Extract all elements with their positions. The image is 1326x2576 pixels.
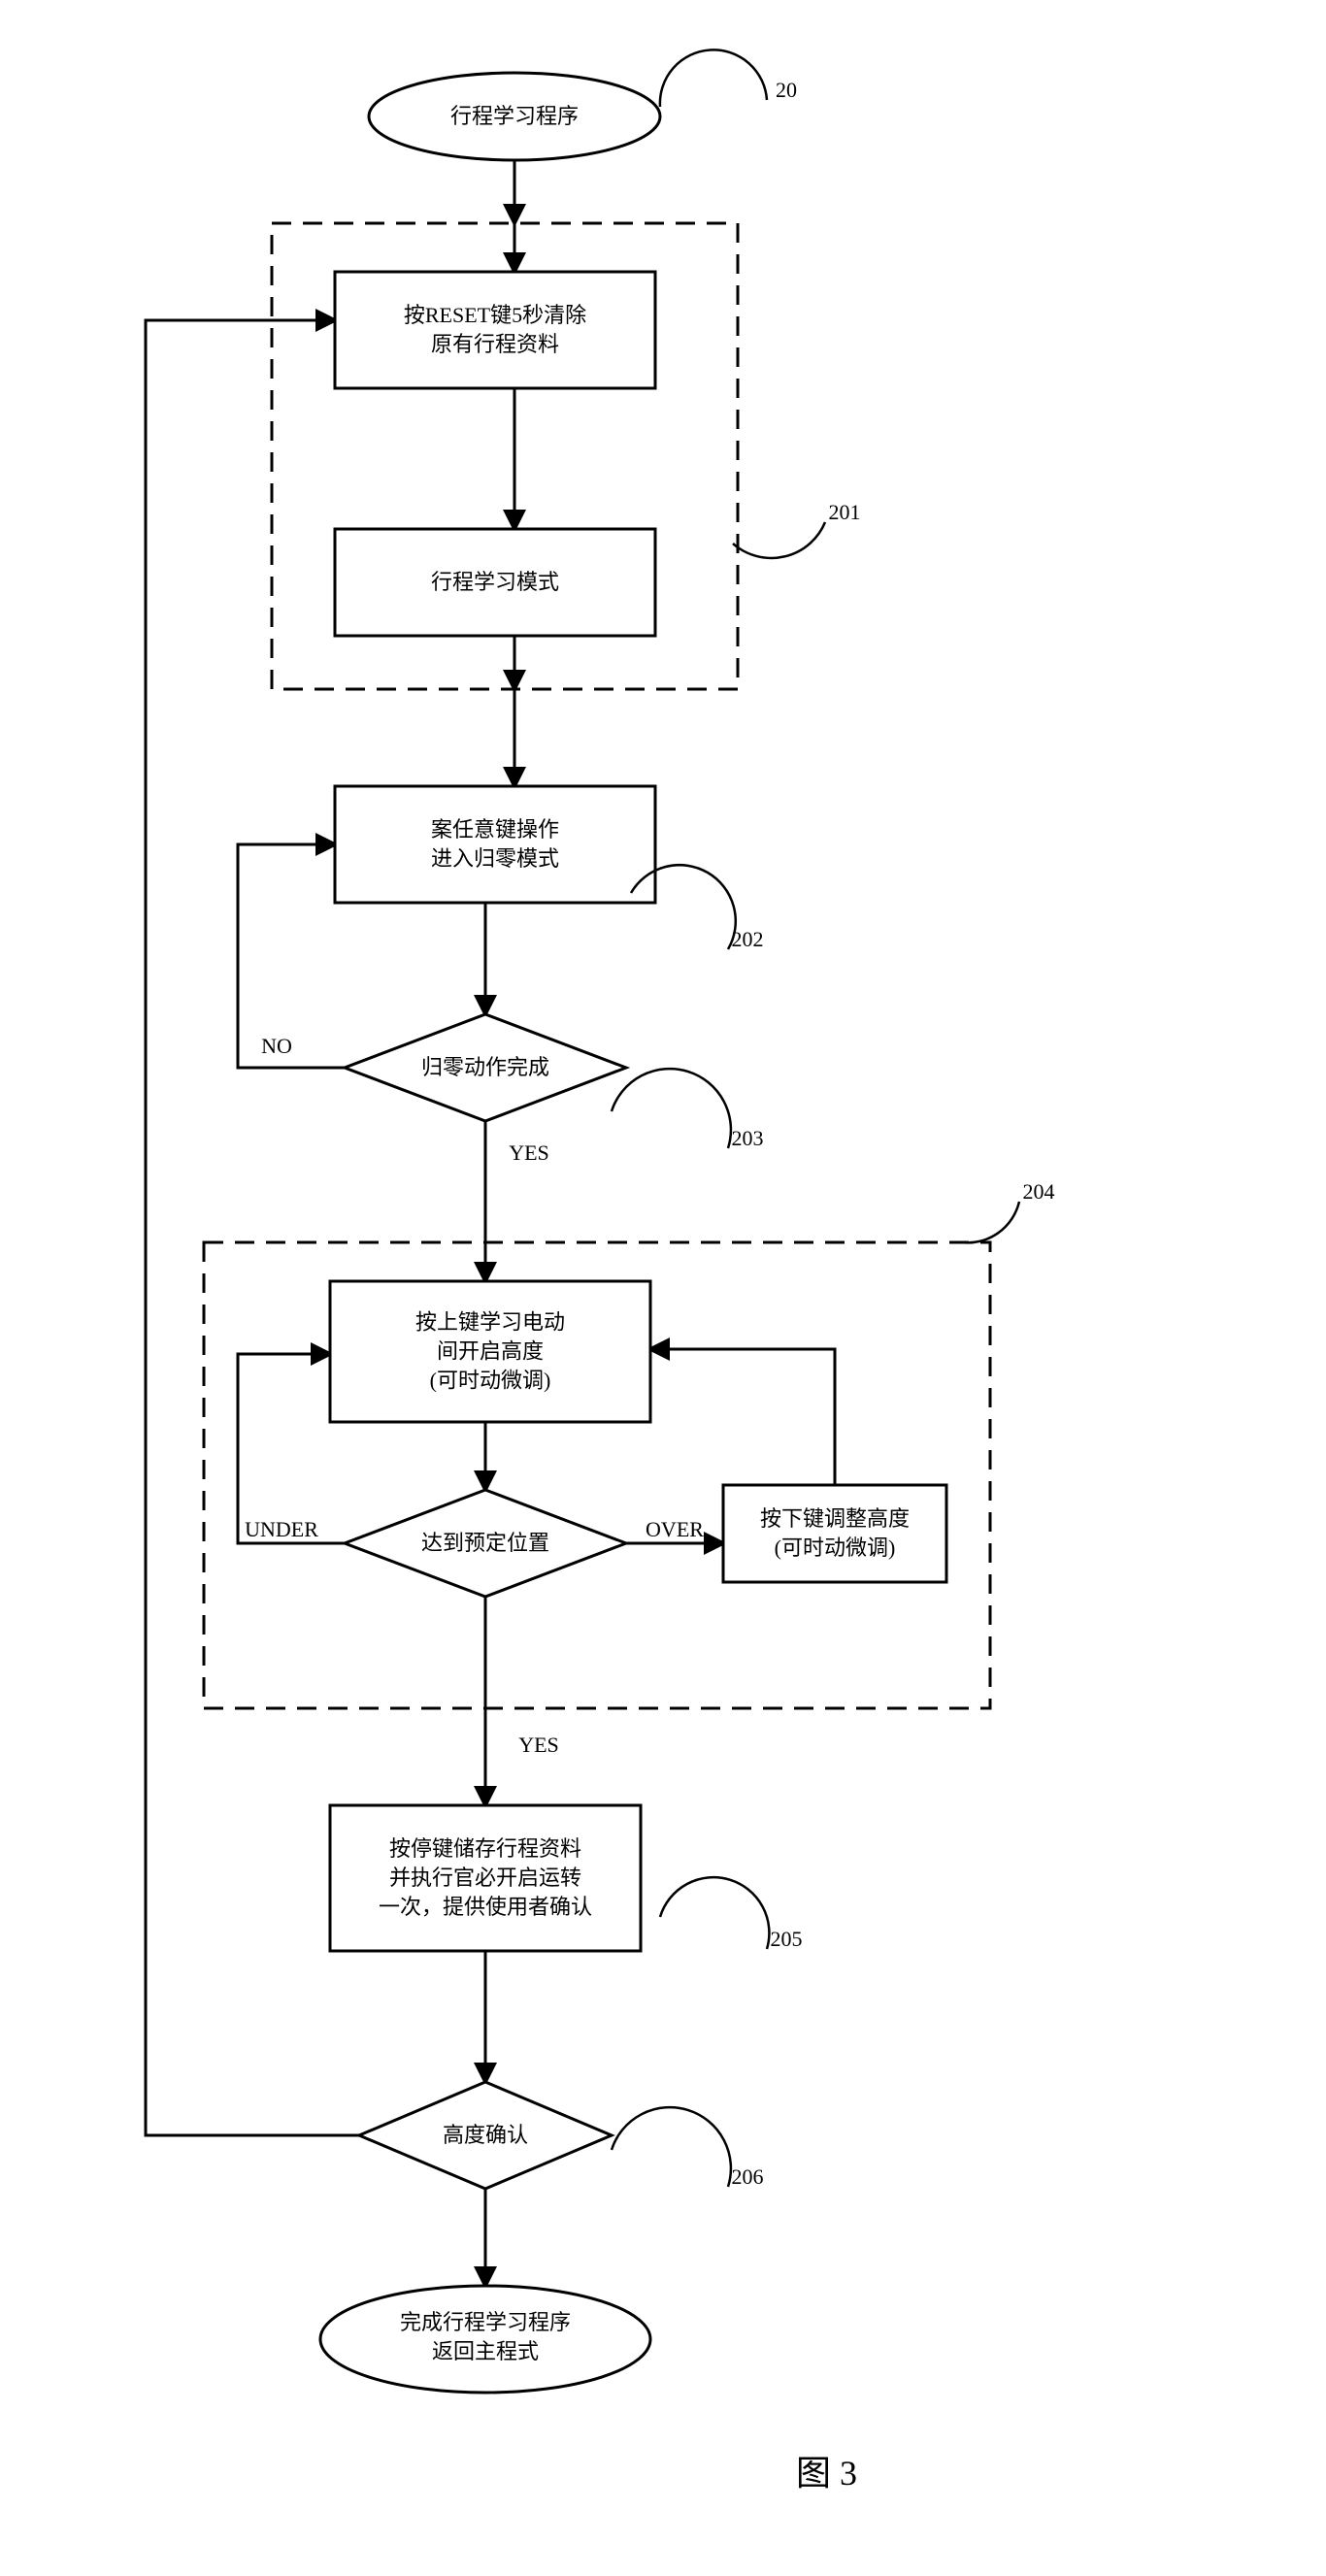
callout-label-c202: 202 bbox=[732, 927, 764, 951]
svg-text:YES: YES bbox=[509, 1140, 549, 1165]
callout-label-c20: 20 bbox=[776, 78, 797, 102]
svg-text:UNDER: UNDER bbox=[245, 1517, 318, 1541]
process-r_downkey bbox=[723, 1485, 946, 1582]
callout-label-c206: 206 bbox=[732, 2164, 764, 2189]
svg-text:按RESET键5秒清除: 按RESET键5秒清除 bbox=[404, 303, 586, 327]
callout-label-c203: 203 bbox=[732, 1126, 764, 1150]
svg-text:(可时动微调): (可时动微调) bbox=[775, 1536, 896, 1560]
svg-text:按停键储存行程资料: 按停键储存行程资料 bbox=[389, 1836, 581, 1861]
svg-text:(可时动微调): (可时动微调) bbox=[430, 1369, 551, 1393]
svg-text:按下键调整高度: 按下键调整高度 bbox=[760, 1506, 910, 1531]
callout-label-c201: 201 bbox=[829, 500, 861, 524]
svg-text:返回主程式: 返回主程式 bbox=[432, 2339, 539, 2363]
callout-label-c204: 204 bbox=[1023, 1179, 1055, 1204]
svg-text:行程学习程序: 行程学习程序 bbox=[450, 104, 579, 128]
svg-text:达到预定位置: 达到预定位置 bbox=[421, 1531, 549, 1555]
process-r_reset bbox=[335, 272, 655, 388]
svg-text:NO: NO bbox=[261, 1034, 292, 1058]
svg-text:间开启高度: 间开启高度 bbox=[437, 1339, 544, 1364]
svg-text:高度确认: 高度确认 bbox=[443, 2123, 528, 2147]
svg-text:归零动作完成: 归零动作完成 bbox=[421, 1055, 549, 1079]
svg-text:并执行官必开启运转: 并执行官必开启运转 bbox=[389, 1866, 581, 1890]
svg-text:进入归零模式: 进入归零模式 bbox=[431, 846, 559, 871]
process-r_anykey bbox=[335, 786, 655, 903]
svg-text:完成行程学习程序: 完成行程学习程序 bbox=[400, 2310, 571, 2334]
callout-label-c205: 205 bbox=[771, 1927, 803, 1951]
svg-text:行程学习模式: 行程学习模式 bbox=[431, 570, 559, 594]
svg-text:OVER: OVER bbox=[646, 1517, 704, 1541]
svg-text:原有行程资料: 原有行程资料 bbox=[431, 332, 559, 356]
svg-text:案任意键操作: 案任意键操作 bbox=[431, 817, 559, 842]
figure-label: 图 3 bbox=[796, 2454, 857, 2493]
svg-text:一次，提供使用者确认: 一次，提供使用者确认 bbox=[379, 1895, 592, 1919]
svg-text:YES: YES bbox=[518, 1733, 559, 1757]
svg-text:按上键学习电动: 按上键学习电动 bbox=[415, 1310, 565, 1335]
